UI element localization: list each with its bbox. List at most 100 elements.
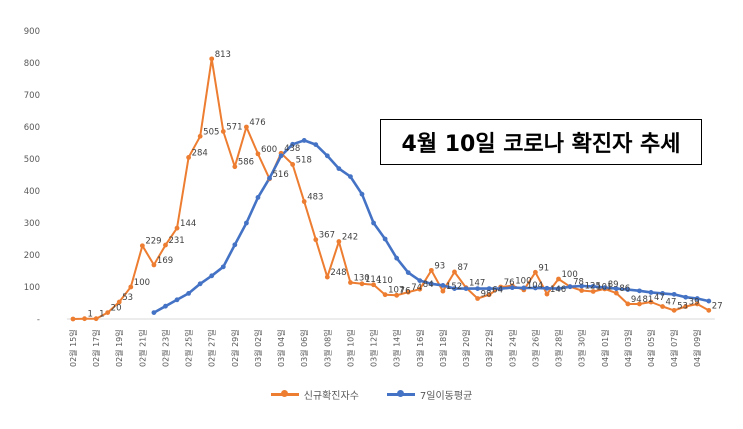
data-label: 110 — [377, 276, 393, 286]
series-new-cases-point — [428, 267, 434, 273]
series-moving-average-point — [660, 291, 665, 296]
series-moving-average-point — [174, 297, 180, 303]
series-new-cases-point — [544, 291, 550, 297]
series-new-cases-point — [417, 286, 423, 292]
series-new-cases-point — [590, 289, 596, 294]
data-label: 76 — [400, 286, 411, 296]
x-tick-label: 03월 30일 — [577, 329, 587, 367]
series-moving-average-point — [486, 286, 492, 291]
x-tick-label: 03월 26일 — [530, 329, 540, 367]
data-label: 53 — [122, 293, 133, 303]
legend-item-new-cases: 신규확진자수 — [270, 387, 359, 402]
series-new-cases-point — [394, 292, 400, 298]
data-label: 39 — [689, 298, 700, 308]
x-tick-label: 03월 06일 — [299, 329, 309, 367]
x-tick-label: 03월 24일 — [507, 329, 517, 367]
series-moving-average-point — [694, 296, 700, 301]
data-label: 571 — [226, 122, 242, 132]
data-label: 284 — [192, 148, 208, 158]
legend-swatch-moving-average — [386, 389, 415, 399]
series-moving-average-point — [151, 310, 157, 315]
data-label: 74 — [411, 283, 422, 293]
series-moving-average-point — [544, 285, 550, 291]
series-moving-average-point — [371, 220, 376, 226]
data-label: 152 — [446, 282, 462, 292]
x-tick-label: 03월 18일 — [438, 329, 448, 367]
series-new-cases-point — [382, 292, 388, 298]
series-new-cases-point — [348, 280, 353, 285]
data-label: 78 — [573, 278, 584, 288]
data-label: 231 — [168, 236, 184, 246]
legend-label-moving-average: 7일이동평균 — [419, 390, 473, 402]
data-label: 64 — [492, 286, 503, 296]
y-tick-label: 700 — [24, 91, 40, 101]
series-new-cases-point — [533, 269, 538, 275]
series-new-cases-point — [556, 276, 561, 282]
data-label: 516 — [273, 170, 289, 180]
data-label: 100 — [562, 270, 578, 280]
series-new-cases-point — [82, 316, 87, 322]
y-tick-label: - — [37, 315, 40, 325]
x-tick-label: 02월 17일 — [91, 329, 101, 367]
y-tick-label: 600 — [24, 123, 40, 133]
data-label: 483 — [307, 193, 323, 203]
series-new-cases-point — [706, 307, 712, 313]
data-label: 169 — [157, 256, 173, 266]
x-tick-label: 03월 20일 — [461, 329, 471, 367]
x-tick-label: 03월 16일 — [415, 329, 425, 367]
x-tick-label: 03월 02일 — [253, 329, 263, 367]
data-label: 84 — [423, 280, 434, 290]
series-moving-average-point — [613, 286, 619, 291]
data-label: 87 — [457, 263, 468, 273]
series-new-cases-point — [174, 225, 180, 231]
series-moving-average-point — [336, 166, 342, 172]
series-moving-average-point — [382, 236, 388, 242]
series-new-cases-point — [128, 284, 134, 290]
series-moving-average-point — [498, 286, 504, 291]
series-new-cases-point — [290, 162, 296, 167]
y-tick-label: 900 — [24, 27, 40, 37]
series-new-cases-point — [359, 281, 365, 287]
data-label: 20 — [111, 304, 122, 314]
data-label: 114 — [365, 275, 381, 285]
data-label: 586 — [238, 158, 254, 168]
series-moving-average-point — [567, 284, 573, 290]
series-moving-average-point — [671, 291, 677, 297]
x-tick-label: 02월 15일 — [68, 329, 78, 367]
x-tick-label: 03월 28일 — [554, 329, 564, 367]
series-moving-average-point — [290, 141, 296, 147]
series-new-cases-point — [139, 243, 145, 249]
series-new-cases-point — [220, 129, 226, 134]
x-tick-label: 04월 03일 — [623, 329, 633, 367]
data-label: 94 — [631, 295, 642, 305]
data-label: 76 — [504, 278, 515, 288]
series-new-cases-point — [405, 289, 411, 295]
series-moving-average-point — [590, 283, 596, 289]
x-tick-label: 02월 25일 — [184, 329, 194, 367]
legend-label-new-cases: 신규확진자수 — [303, 390, 359, 402]
legend-dot-moving-average — [396, 390, 404, 397]
series-new-cases-point — [244, 124, 249, 130]
x-tick-label: 02월 19일 — [114, 329, 124, 367]
data-label: 438 — [284, 144, 300, 154]
series-new-cases-point — [579, 288, 585, 293]
data-label: 104 — [527, 281, 543, 291]
data-label: 367 — [319, 231, 335, 241]
data-label: 600 — [261, 145, 277, 155]
series-moving-average-point — [683, 294, 689, 300]
y-tick-label: 500 — [24, 155, 40, 165]
data-label: 242 — [342, 233, 358, 243]
series-new-cases-point — [683, 304, 689, 309]
y-tick-label: 800 — [24, 59, 40, 69]
series-new-cases-point — [163, 242, 168, 248]
series-new-cases-point — [637, 301, 642, 307]
data-label: 107 — [388, 286, 404, 296]
data-label: 1 — [88, 310, 93, 320]
series-moving-average-point — [405, 270, 411, 275]
series-new-cases-point — [232, 164, 238, 170]
series-new-cases-point — [694, 301, 700, 307]
x-tick-label: 02월 29일 — [230, 329, 240, 367]
series-moving-average-point — [625, 287, 631, 292]
series-moving-average-point — [278, 153, 284, 159]
data-label: 1 — [99, 310, 104, 320]
